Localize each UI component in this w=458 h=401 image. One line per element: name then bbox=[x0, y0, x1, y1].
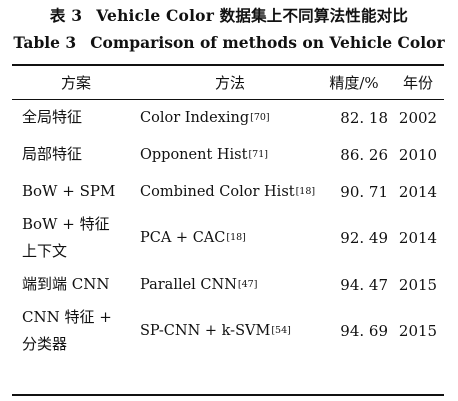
scheme-line: CNN 特征 + bbox=[22, 308, 112, 326]
scheme-line: 局部特征 bbox=[22, 145, 83, 163]
table-number-english: Table 3 bbox=[13, 33, 77, 52]
method-name: Color Indexing bbox=[140, 109, 250, 126]
cell-scheme: BoW + SPM bbox=[22, 173, 132, 210]
scheme-line: 上下文 bbox=[22, 242, 68, 260]
table-title-chinese: Vehicle Color 数据集上不同算法性能对比 bbox=[96, 6, 409, 25]
method-name: Combined Color Hist bbox=[140, 183, 295, 200]
method-name: Parallel CNN bbox=[140, 276, 237, 293]
method-name: Opponent Hist bbox=[140, 146, 248, 163]
cell-method: Color Indexing [70] bbox=[140, 109, 270, 126]
table-caption-english: Table 3 Comparison of methods on Vehicle … bbox=[0, 33, 458, 52]
cell-year: 2014 bbox=[398, 182, 438, 201]
comparison-table: 方案 方法 精度/% 年份 全局特征 Color Indexing [70] 82. … bbox=[12, 65, 444, 359]
cell-scheme: BoW + 特征 上下文 bbox=[22, 210, 132, 266]
table-bottom-rule bbox=[12, 394, 444, 396]
cell-method: SP-CNN + k-SVM [54] bbox=[140, 323, 291, 339]
cell-year: 2015 bbox=[398, 322, 438, 340]
cell-accuracy: 86. 26 bbox=[340, 145, 388, 164]
header-method: 方法 bbox=[214, 73, 245, 92]
header-year: 年份 bbox=[402, 73, 433, 92]
scheme-line: BoW + SPM bbox=[22, 182, 116, 200]
cell-accuracy: 92. 49 bbox=[340, 229, 388, 247]
scheme-line: BoW + 特征 bbox=[22, 215, 110, 233]
table-caption-chinese: 表 3 Vehicle Color 数据集上不同算法性能对比 bbox=[0, 4, 458, 26]
cell-accuracy: 94. 69 bbox=[340, 322, 388, 340]
cell-accuracy: 94. 47 bbox=[340, 275, 388, 294]
scheme-line: 端到端 CNN bbox=[22, 275, 110, 293]
cell-method: Opponent Hist [71] bbox=[140, 146, 268, 163]
cell-scheme: CNN 特征 + 分类器 bbox=[22, 303, 132, 359]
table-row: BoW + SPM Combined Color Hist [18] 90. 71 20… bbox=[12, 173, 444, 210]
table-number-chinese: 表 3 bbox=[49, 6, 83, 25]
table-top-rule bbox=[12, 64, 444, 66]
method-name: PCA + CAC bbox=[140, 230, 226, 246]
table-title-english: Comparison of methods on Vehicle Color bbox=[90, 33, 445, 52]
table-header-rule bbox=[12, 99, 444, 100]
table-row: 端到端 CNN Parallel CNN [47] 94. 47 2015 bbox=[12, 266, 444, 303]
table-row: BoW + 特征 上下文 PCA + CAC [18] 92. 49 2014 bbox=[12, 210, 444, 266]
cell-method: PCA + CAC [18] bbox=[140, 230, 246, 246]
scheme-line: 分类器 bbox=[22, 335, 68, 353]
header-scheme: 方案 bbox=[60, 73, 91, 92]
cell-year: 2014 bbox=[398, 229, 438, 247]
table-row: 局部特征 Opponent Hist [71] 86. 26 2010 bbox=[12, 136, 444, 173]
cell-year: 2002 bbox=[398, 108, 438, 127]
table-header-row: 方案 方法 精度/% 年份 bbox=[12, 65, 444, 99]
cell-scheme: 全局特征 bbox=[22, 99, 132, 136]
cell-accuracy: 82. 18 bbox=[340, 108, 388, 127]
cell-year: 2015 bbox=[398, 275, 438, 294]
cell-year: 2010 bbox=[398, 145, 438, 164]
cell-accuracy: 90. 71 bbox=[340, 182, 388, 201]
cell-scheme: 端到端 CNN bbox=[22, 266, 132, 303]
table-row: 全局特征 Color Indexing [70] 82. 18 2002 bbox=[12, 99, 444, 136]
cell-method: Parallel CNN [47] bbox=[140, 276, 258, 293]
scheme-line: 全局特征 bbox=[22, 108, 83, 126]
table-row: CNN 特征 + 分类器 SP-CNN + k-SVM [54] 94. 69 2015 bbox=[12, 303, 444, 359]
cell-method: Combined Color Hist [18] bbox=[140, 183, 316, 200]
method-name: SP-CNN + k-SVM bbox=[140, 323, 271, 339]
header-accuracy: 精度/% bbox=[329, 73, 379, 92]
cell-scheme: 局部特征 bbox=[22, 136, 132, 173]
table-body: 全局特征 Color Indexing [70] 82. 18 2002 局部特征 Oppo… bbox=[12, 99, 444, 359]
